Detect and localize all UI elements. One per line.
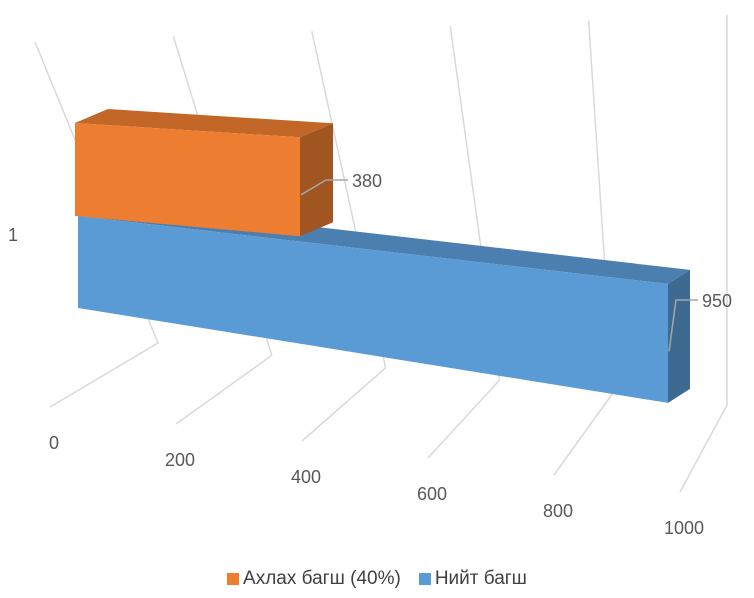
legend-item-senior-teachers: Ахлах багш (40%): [227, 568, 401, 590]
legend-swatch-senior-teachers: [227, 573, 240, 585]
bar-side-1: [668, 269, 690, 403]
bar-front-1: [78, 216, 668, 403]
legend-swatch-total-teachers: [418, 573, 431, 585]
leader-line-0: [300, 179, 348, 196]
gridline-2: [301, 31, 387, 442]
x-tick-label-5: 1000: [664, 518, 704, 538]
x-tick-label-0: 0: [49, 433, 59, 453]
legend-item-total-teachers: Нийт багш: [418, 568, 527, 590]
data-label-0: 380: [352, 171, 382, 191]
gridline-5: [679, 15, 728, 493]
gridline-4: [553, 20, 614, 476]
x-tick-label-4: 800: [543, 501, 573, 521]
data-label-1: 950: [702, 291, 732, 311]
bar-front-0: [75, 123, 300, 237]
gridline-3: [427, 25, 501, 459]
x-tick-label-3: 600: [417, 484, 447, 504]
bar-top-0: [75, 109, 333, 138]
legend-label-total-teachers: Нийт багш: [434, 568, 527, 589]
bar-side-0: [300, 123, 333, 237]
x-tick-label-1: 200: [165, 450, 195, 470]
y-category-label: 1: [8, 225, 18, 245]
leader-line-1: [668, 299, 698, 352]
legend: Ахлах багш (40%) Нийт багш: [0, 568, 754, 590]
legend-label-senior-teachers: Ахлах багш (40%): [243, 568, 401, 589]
x-tick-label-2: 400: [291, 467, 321, 487]
